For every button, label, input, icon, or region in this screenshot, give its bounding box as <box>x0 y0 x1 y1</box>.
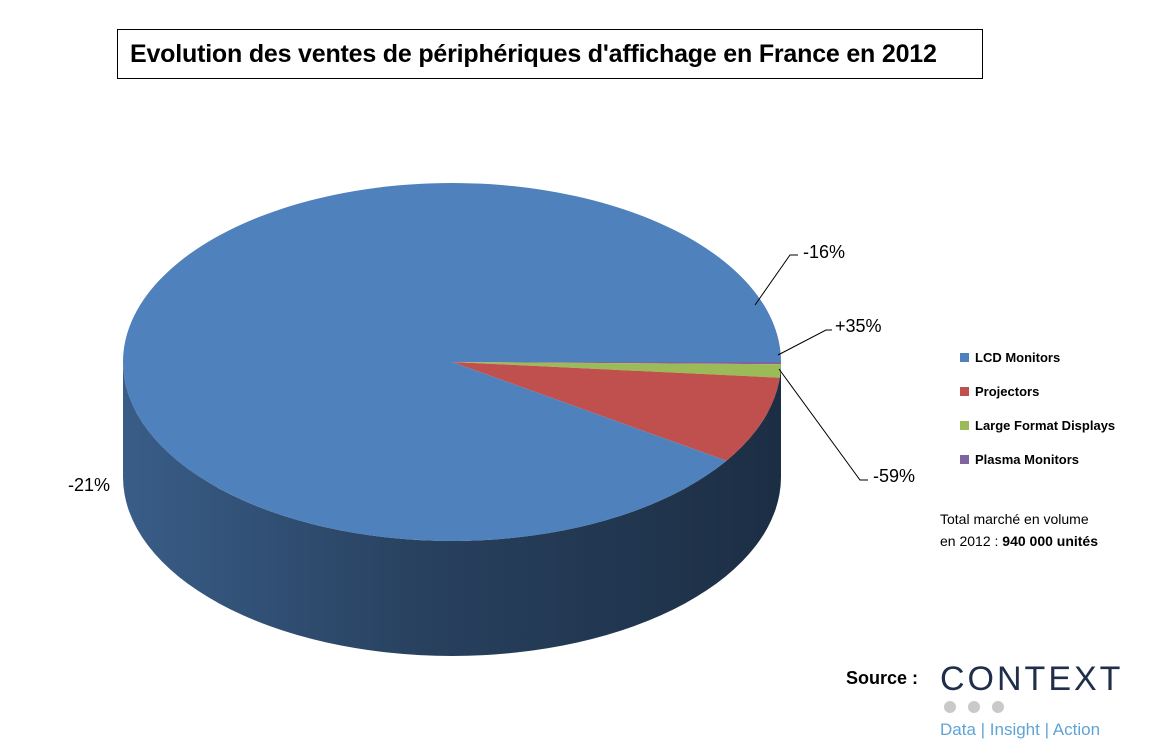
label-plasma-monitors: -59% <box>873 466 915 486</box>
slice-plasma-monitors <box>452 362 781 365</box>
logo-wordmark: CONTEXT <box>940 660 1124 698</box>
market-total-value: 940 000 unités <box>1002 533 1099 549</box>
legend-item-plasma: Plasma Monitors <box>960 442 1115 476</box>
legend-item-projectors: Projectors <box>960 374 1115 408</box>
leader-line-1 <box>754 254 798 306</box>
legend-label-large-format: Large Format Displays <box>975 417 1116 433</box>
context-logo: CONTEXT Data | Insight | Action <box>940 660 1140 746</box>
legend-swatch-large-format <box>960 420 969 430</box>
market-total-prefix: en 2012 : <box>940 533 1003 549</box>
legend-label-lcd: LCD Monitors <box>975 349 1061 365</box>
market-total-line2: en 2012 : 940 000 unités <box>940 530 1098 552</box>
market-total-line1: Total marché en volume <box>940 511 1089 527</box>
leader-line-2 <box>777 329 832 356</box>
chart-title: Evolution des ventes de périphériques d'… <box>130 39 937 68</box>
logo-dots <box>944 700 1016 718</box>
legend-label-plasma: Plasma Monitors <box>975 451 1080 467</box>
legend: LCD Monitors Projectors Large Format Dis… <box>960 340 1115 476</box>
pie-side <box>123 362 781 656</box>
legend-swatch-lcd <box>960 352 969 362</box>
legend-swatch-plasma <box>960 454 969 464</box>
legend-swatch-projectors <box>960 386 969 396</box>
label-lcd-monitors: -21% <box>68 475 110 495</box>
chart-title-box: Evolution des ventes de périphériques d'… <box>117 29 983 79</box>
slice-projectors <box>452 362 780 461</box>
logo-tagline: Data | Insight | Action <box>940 720 1101 739</box>
label-large-format-displays: +35% <box>835 316 882 336</box>
legend-item-lcd: LCD Monitors <box>960 340 1115 374</box>
source-label: Source : <box>846 668 919 688</box>
slice-lcd-monitors <box>122 182 782 542</box>
market-total-note: Total marché en volume en 2012 : 940 000… <box>940 508 1098 552</box>
legend-item-large-format: Large Format Displays <box>960 408 1115 442</box>
slice-large-format-displays <box>452 362 781 378</box>
legend-label-projectors: Projectors <box>975 383 1040 399</box>
label-projectors: -16% <box>803 242 845 262</box>
leader-line-3 <box>778 368 868 481</box>
